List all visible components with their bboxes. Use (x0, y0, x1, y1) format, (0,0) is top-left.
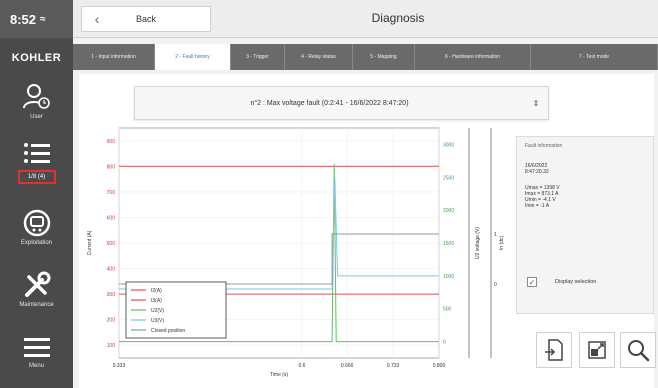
fault-select-value: n°2 : Max voltage fault (0:2:41 - 16/6/2… (250, 99, 409, 107)
robot-icon (23, 209, 50, 237)
legend-entry: I3(A) (151, 298, 162, 304)
sort-arrows-icon: ⇕ (532, 98, 540, 108)
chevron-left-icon: ‹ (94, 11, 100, 27)
legend-entry: U2(V) (151, 308, 164, 314)
tab-fault-history[interactable]: 2 - Fault history (155, 44, 231, 70)
info-heading: Fault information (525, 143, 563, 149)
y-right-tick-label: 2000 (443, 208, 454, 214)
fit-icon (588, 341, 606, 359)
user-icon (22, 84, 50, 109)
y-right-tick-label: 3000 (443, 142, 454, 148)
y-left-tick-label: 200 (107, 318, 116, 324)
sidebar-item-maintenance[interactable]: Maintenance (0, 270, 73, 328)
chart-axes: 9008007006005004003002001003000250020001… (87, 128, 505, 378)
y-right-axis-label: U2 voltage (V) (475, 227, 481, 259)
series-line (119, 164, 439, 343)
x-tick-label: 0.666 (341, 363, 354, 369)
tab-input-information[interactable]: 1 - Input information (73, 44, 155, 70)
back-button[interactable]: ‹ Back (81, 6, 211, 32)
zoom-button[interactable] (620, 332, 656, 368)
fault-chart[interactable]: 9008007006005004003002001003000250020001… (79, 124, 509, 388)
sidebar-item-exploitation[interactable]: Exploitation (0, 208, 73, 264)
sidebar: 8:52 ≈ KOHLER User 1/8 (4) Exploitation (0, 0, 73, 388)
export-button[interactable] (536, 332, 572, 368)
sidebar-item-label: Maintenance (19, 302, 54, 308)
top-bar: ‹ Back Diagnosis (73, 0, 658, 38)
y-right-tick-label: 0 (443, 340, 446, 346)
x-tick-label: 0.333 (113, 363, 126, 369)
back-label: Back (135, 14, 156, 24)
display-selection-checkbox[interactable]: ✓ (527, 277, 537, 287)
y-right-tick-label: 1500 (443, 241, 454, 247)
y-left-axis-label: Current (A) (87, 230, 93, 255)
sidebar-item-user[interactable]: User (0, 82, 73, 134)
y-left-tick-label: 600 (107, 215, 116, 221)
tab-mapping[interactable]: 5 - Mapping (353, 44, 415, 70)
clock-time: 8:52 (10, 11, 37, 27)
y-left-tick-label: 900 (107, 139, 116, 145)
sidebar-item-label: Exploitation (20, 240, 53, 246)
y-right2-tick-label: 0 (494, 282, 497, 288)
page-title: Diagnosis (371, 11, 425, 25)
sidebar-item-menu[interactable]: Menu (0, 335, 73, 388)
brand-logo: KOHLER (11, 52, 62, 64)
sidebar-item-label: Menu (28, 363, 44, 369)
content-area: n°2 : Max voltage fault (0:2:41 - 16/6/2… (79, 74, 656, 388)
y-right-tick-label: 2500 (443, 175, 454, 181)
y-right-tick-label: 500 (443, 307, 452, 313)
sidebar-item-label: User (30, 114, 43, 120)
x-axis-label: Time (s) (270, 372, 288, 378)
y-right2-axis-label: In (dc) (499, 236, 505, 251)
chart-legend: I2(A) I3(A) U2(V) U3(V) Closed position (125, 281, 227, 339)
info-measure: Umax = 1398 V (525, 185, 560, 191)
info-measure: Imin = -1 A (525, 203, 550, 209)
series-line (119, 177, 439, 290)
hamburger-icon (23, 338, 50, 357)
tab-relay-status[interactable]: 4 - Relay status (285, 44, 353, 70)
tab-bar: 1 - Input information 2 - Fault history … (73, 44, 658, 70)
fault-info-panel: Fault information 16/6/2022 8:47:20.33 U… (516, 136, 654, 314)
display-selection[interactable]: ✓ Display selection (521, 272, 649, 292)
fault-select[interactable]: n°2 : Max voltage fault (0:2:41 - 16/6/2… (134, 86, 549, 120)
info-measure: Umin = -4.1 V (525, 197, 556, 203)
clock: 8:52 ≈ (0, 0, 73, 38)
y-right-tick-label: 1000 (443, 274, 454, 280)
legend-entry: I2(A) (151, 288, 162, 294)
x-tick-label: 0.733 (387, 363, 400, 369)
tab-hardware-information[interactable]: 6 - Hardware information (415, 44, 531, 70)
y-left-tick-label: 500 (107, 241, 116, 247)
y-left-tick-label: 700 (107, 190, 116, 196)
x-tick-label: 0.800 (433, 363, 446, 369)
export-icon (545, 339, 563, 361)
zoom-icon (628, 340, 650, 362)
y-left-tick-label: 300 (107, 292, 116, 298)
wifi-icon: ≈ (40, 13, 46, 25)
fit-button[interactable] (579, 332, 615, 368)
x-tick-label: 0.6 (298, 363, 305, 369)
wrench-icon (24, 271, 50, 297)
y-left-tick-label: 100 (107, 343, 116, 349)
highlight-box: 1/8 (4) (17, 170, 56, 184)
info-measure: Imax = 873.1 A (525, 191, 559, 197)
display-selection-label: Display selection (555, 279, 597, 285)
info-date: 16/6/2022 (525, 163, 548, 169)
legend-entry: U3(V) (151, 318, 164, 324)
info-time: 8:47:20.33 (525, 169, 549, 175)
tab-test-mode[interactable]: 7 - Test mode (531, 44, 658, 70)
legend-entry: Closed position (151, 328, 185, 334)
highlight-label: 1/8 (4) (27, 174, 46, 180)
y-left-tick-label: 800 (107, 164, 116, 170)
list-icon (23, 143, 50, 163)
sidebar-item-menu-list[interactable]: 1/8 (4) (0, 140, 73, 206)
y-left-tick-label: 400 (107, 267, 116, 273)
tab-trigger[interactable]: 3 - Trigger (231, 44, 285, 70)
y-right2-tick-label: 1 (494, 232, 497, 238)
